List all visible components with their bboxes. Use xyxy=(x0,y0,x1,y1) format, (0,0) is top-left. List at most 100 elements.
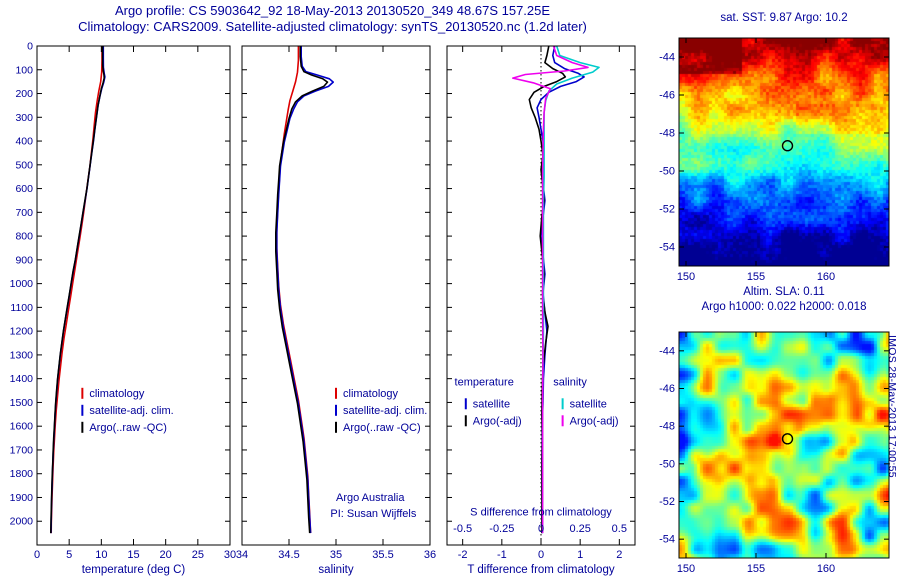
svg-text:-1: -1 xyxy=(497,549,507,561)
sst-map-title: sat. SST: 9.87 Argo: 10.2 xyxy=(720,12,848,24)
svg-text:30: 30 xyxy=(224,549,236,561)
svg-text:0: 0 xyxy=(27,41,33,53)
svg-text:temperature: temperature xyxy=(455,376,514,388)
svg-text:15: 15 xyxy=(127,549,139,561)
svg-text:1: 1 xyxy=(577,549,583,561)
svg-text:0.5: 0.5 xyxy=(612,523,627,535)
svg-text:-46: -46 xyxy=(659,383,675,395)
svg-text:900: 900 xyxy=(15,254,33,266)
svg-text:-54: -54 xyxy=(659,242,675,254)
svg-text:36: 36 xyxy=(424,549,436,561)
svg-text:700: 700 xyxy=(15,207,33,219)
svg-text:-0.5: -0.5 xyxy=(453,523,472,535)
svg-text:Argo Australia: Argo Australia xyxy=(336,492,405,504)
svg-text:0: 0 xyxy=(538,549,544,561)
svg-text:500: 500 xyxy=(15,159,33,171)
svg-text:temperature (deg C): temperature (deg C) xyxy=(82,564,186,576)
sla-map-frame xyxy=(678,331,890,559)
svg-text:10: 10 xyxy=(95,549,107,561)
difference-profile: -2 -1 0 1 2T difference from climatology temp… xyxy=(446,45,636,576)
svg-text:2000: 2000 xyxy=(10,516,34,528)
svg-text:-50: -50 xyxy=(659,166,675,178)
svg-text:1700: 1700 xyxy=(10,444,34,456)
salinity-profile-series-satellite-adj. clim. xyxy=(275,46,335,534)
svg-text:34: 34 xyxy=(236,549,248,561)
svg-text:155: 155 xyxy=(747,563,765,575)
salinity-profile-ticks: 34 34.5 35 35.5 36 xyxy=(236,45,436,561)
svg-text:1400: 1400 xyxy=(10,373,34,385)
svg-text:155: 155 xyxy=(747,271,765,283)
difference-profile-ticks: -2 -1 0 1 2 xyxy=(447,45,635,561)
svg-text:0: 0 xyxy=(34,549,40,561)
svg-text:-52: -52 xyxy=(659,496,675,508)
sst-map-raster xyxy=(679,38,889,266)
svg-text:satellite-adj. clim.: satellite-adj. clim. xyxy=(89,405,173,417)
salinity-profile-axes-box xyxy=(241,45,431,546)
svg-text:1800: 1800 xyxy=(10,468,34,480)
sst-map-axes: 150 155 160 -44 -46 -48 -50 -52 -54 xyxy=(659,37,890,283)
svg-text:-44: -44 xyxy=(659,52,675,64)
sst-map-argo-position-marker xyxy=(781,140,794,152)
sla-map-raster xyxy=(679,332,889,558)
figure-title-line2: Climatology: CARS2009. Satellite-adjuste… xyxy=(78,19,587,34)
svg-text:-52: -52 xyxy=(659,204,675,216)
svg-text:salinity: salinity xyxy=(318,564,353,576)
svg-text:150: 150 xyxy=(677,271,695,283)
figure-title-line1: Argo profile: CS 5903642_92 18-May-2013 … xyxy=(114,3,551,18)
svg-text:200: 200 xyxy=(15,88,33,100)
svg-text:Argo(-adj): Argo(-adj) xyxy=(570,415,619,427)
svg-text:1000: 1000 xyxy=(10,278,34,290)
svg-text:-48: -48 xyxy=(659,421,675,433)
svg-text:300: 300 xyxy=(15,112,33,124)
svg-text:satellite-adj. clim.: satellite-adj. clim. xyxy=(343,405,427,417)
svg-text:800: 800 xyxy=(15,231,33,243)
svg-text:PI: Susan Wijffels: PI: Susan Wijffels xyxy=(330,508,416,520)
difference-profile-series-satellite-S xyxy=(541,46,600,534)
svg-text:Argo(..raw -QC): Argo(..raw -QC) xyxy=(343,422,421,434)
svg-text:climatology: climatology xyxy=(89,388,145,400)
svg-text:0.25: 0.25 xyxy=(569,523,590,535)
salinity-profile-series-Argo(..raw -QC) xyxy=(274,46,329,534)
svg-text:1300: 1300 xyxy=(10,349,34,361)
svg-text:-0.25: -0.25 xyxy=(489,523,514,535)
temperature-profile: 0 5 10 15 20 25 300100200300400500600700800900… xyxy=(10,41,236,577)
svg-text:S difference from climatology: S difference from climatology xyxy=(470,507,612,519)
svg-text:35.5: 35.5 xyxy=(372,549,393,561)
temperature-profile-series-climatology xyxy=(50,46,103,534)
temperature-profile-axes-box xyxy=(36,45,231,546)
svg-text:salinity: salinity xyxy=(553,376,587,388)
svg-text:400: 400 xyxy=(15,136,33,148)
svg-text:satellite: satellite xyxy=(473,398,510,410)
svg-text:20: 20 xyxy=(160,549,172,561)
sst-map-frame xyxy=(678,37,890,267)
difference-profile-series-Argo-adj-S xyxy=(511,46,589,534)
svg-text:1900: 1900 xyxy=(10,492,34,504)
svg-text:1600: 1600 xyxy=(10,421,34,433)
svg-text:-44: -44 xyxy=(659,345,675,357)
svg-text:-54: -54 xyxy=(659,534,675,546)
difference-profile-series-Argo-adj-T xyxy=(528,46,567,534)
svg-text:160: 160 xyxy=(817,563,835,575)
svg-text:satellite: satellite xyxy=(570,398,607,410)
svg-text:1500: 1500 xyxy=(10,397,34,409)
temperature-profile-ticks: 0 5 10 15 20 25 300100200300400500600700800900… xyxy=(10,41,236,562)
svg-text:1200: 1200 xyxy=(10,326,34,338)
temperature-profile-series-Argo(..raw -QC) xyxy=(50,46,105,534)
svg-text:1100: 1100 xyxy=(10,302,33,314)
svg-text:35: 35 xyxy=(330,549,342,561)
svg-text:0: 0 xyxy=(538,523,544,535)
svg-text:600: 600 xyxy=(15,183,33,195)
sla-map-axes: 150 155 160 -44 -46 -48 -50 -52 -54 xyxy=(659,331,890,575)
svg-text:160: 160 xyxy=(817,271,835,283)
svg-text:25: 25 xyxy=(192,549,204,561)
sla-map-title-line1: Altim. SLA: 0.11 xyxy=(743,286,825,298)
salinity-profile: 34 34.5 35 35.5 36 salinity climatology satelli… xyxy=(236,45,436,576)
svg-text:-46: -46 xyxy=(659,90,675,102)
svg-text:-2: -2 xyxy=(458,549,468,561)
svg-text:150: 150 xyxy=(677,563,695,575)
svg-text:-48: -48 xyxy=(659,128,675,140)
svg-text:climatology: climatology xyxy=(343,388,399,400)
svg-text:34.5: 34.5 xyxy=(278,549,299,561)
